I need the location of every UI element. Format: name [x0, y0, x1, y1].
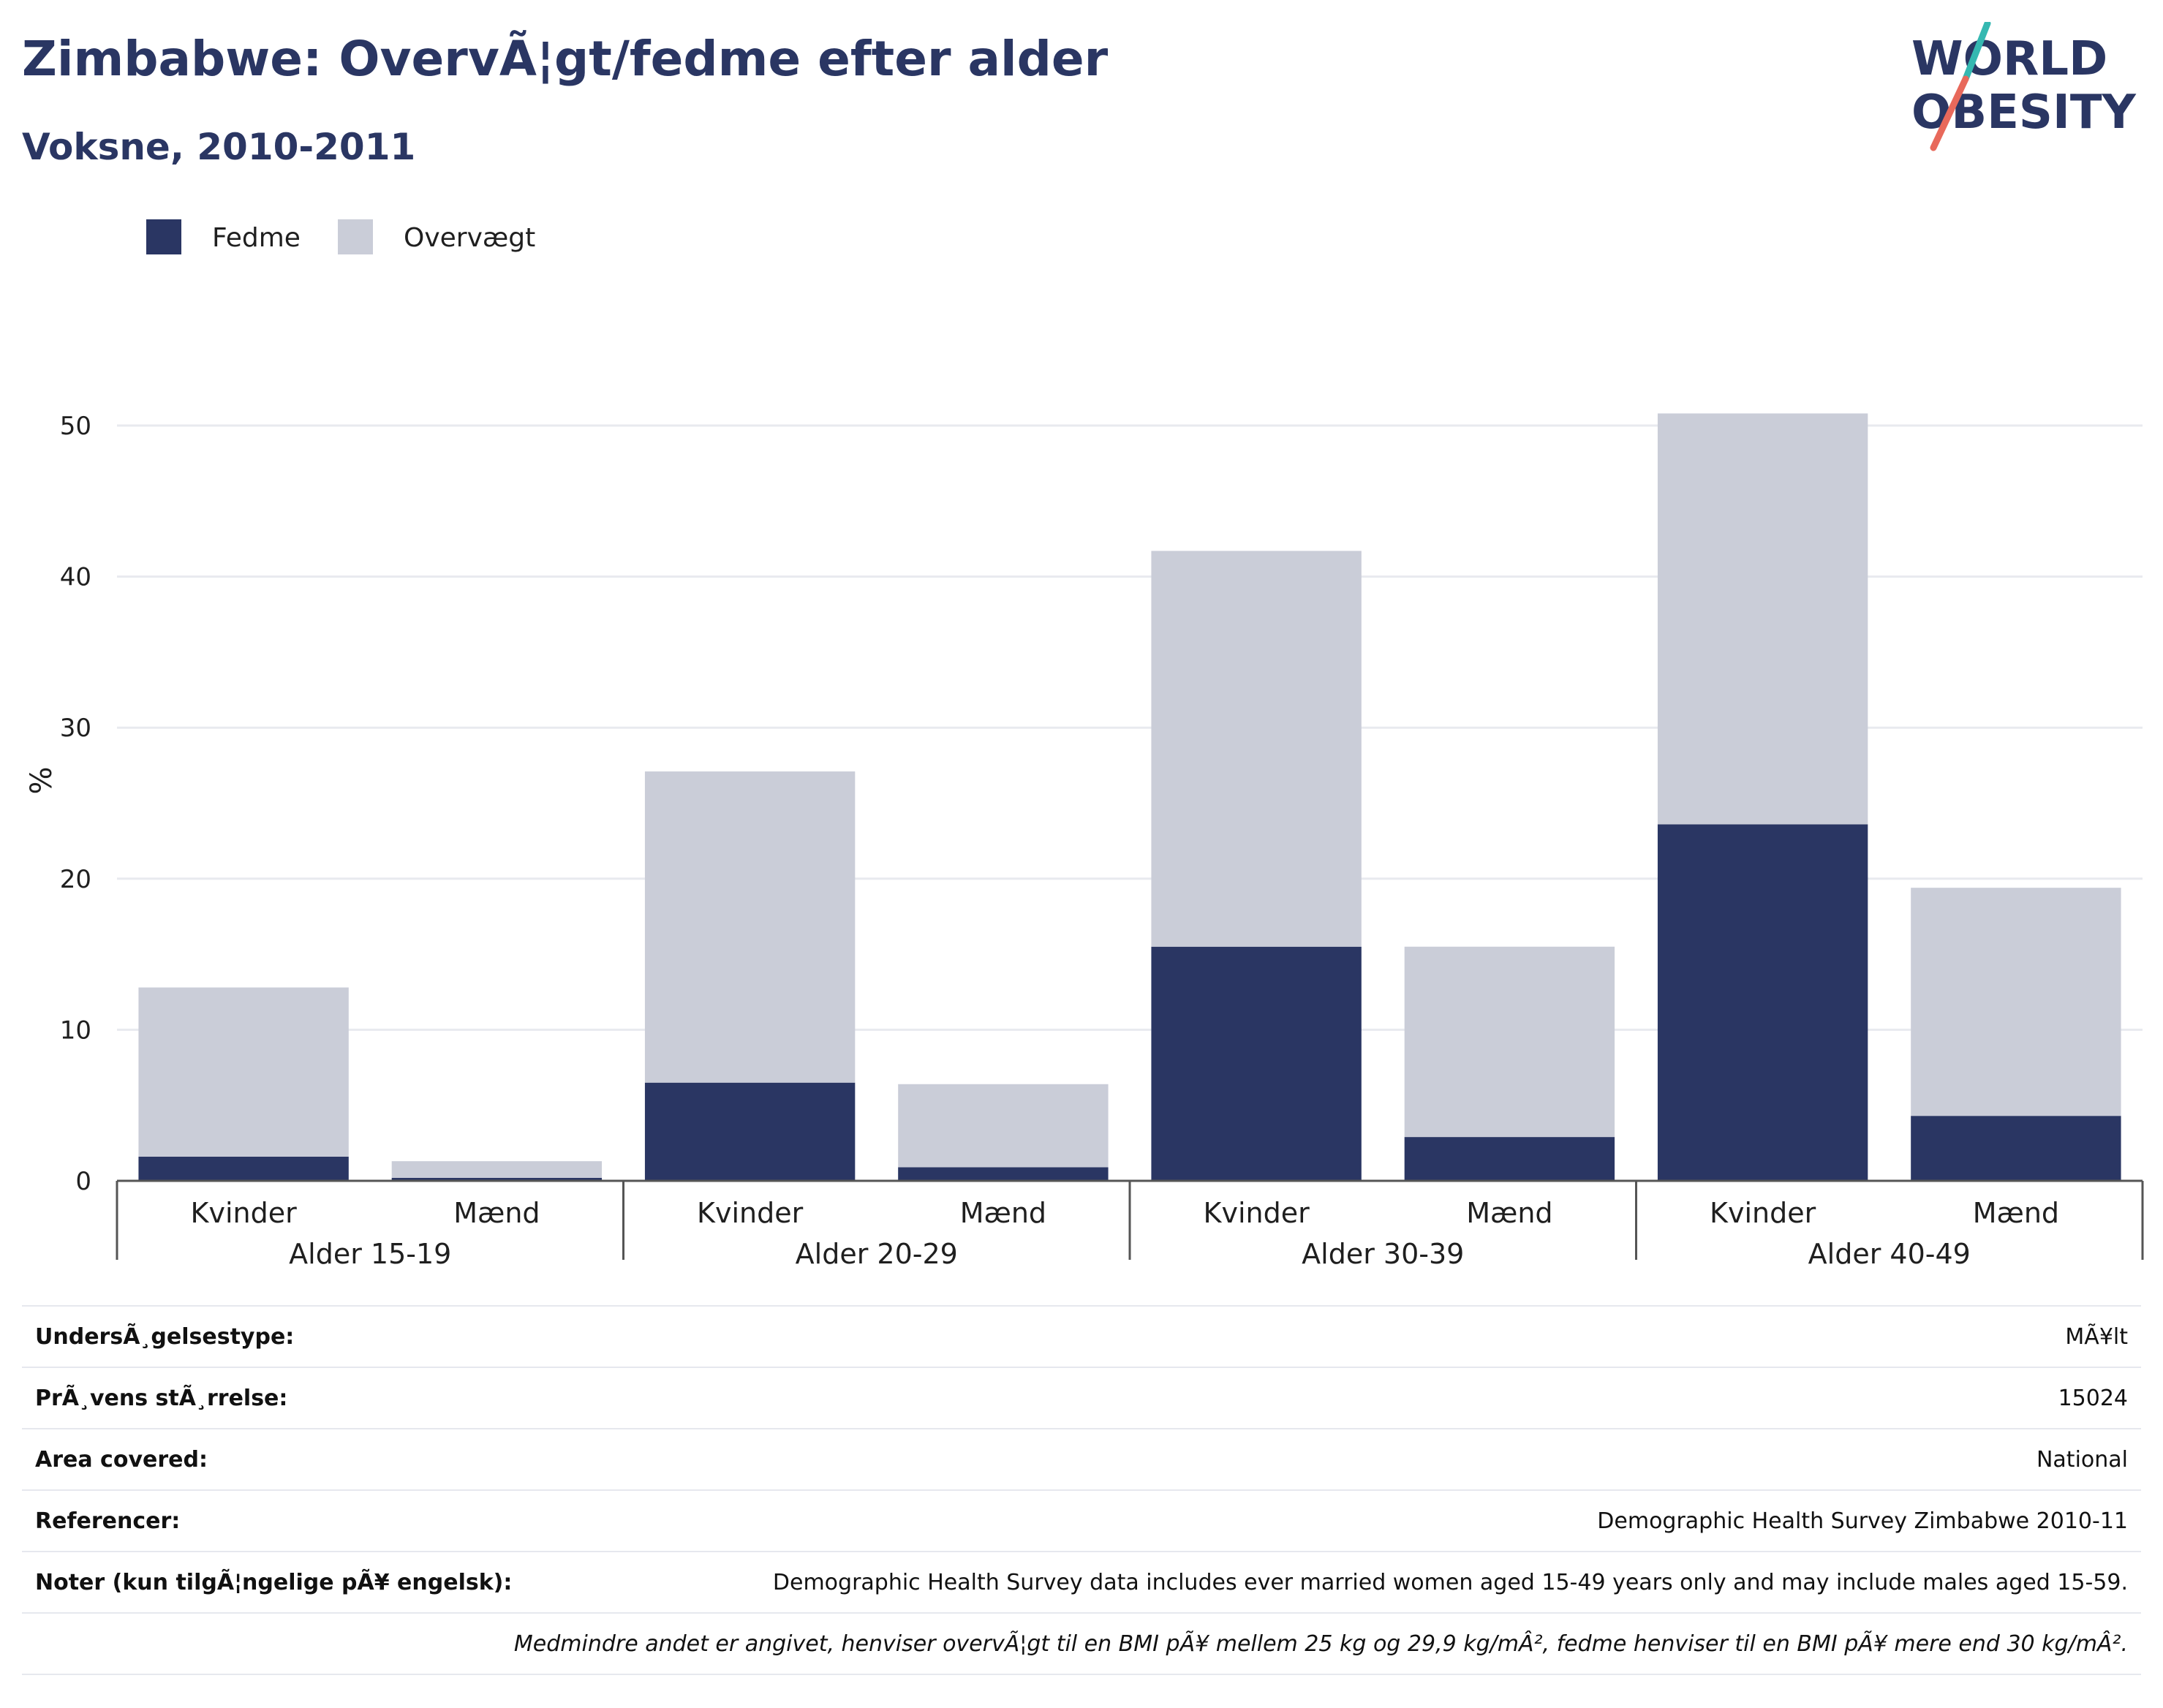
info-row: Area covered: National [22, 1428, 2141, 1489]
logo-slash-coral [1930, 75, 1969, 151]
world-obesity-logo: WORLD OBESITY [1911, 22, 2136, 151]
bar-overvaegt [898, 1084, 1109, 1168]
info-row-label: Noter (kun tilgÃ¦ngelige pÃ¥ engelsk): [35, 1569, 513, 1595]
x-category-label: Mænd [1466, 1197, 1552, 1229]
y-tick-label: 50 [60, 412, 91, 441]
info-row: UndersÃ¸gelsestype: MÃ¥lt [22, 1305, 2141, 1367]
x-group-label: Alder 20-29 [796, 1238, 958, 1270]
x-category-label: Kvinder [1710, 1197, 1816, 1229]
info-row-label: Referencer: [35, 1508, 181, 1534]
info-row: Noter (kun tilgÃ¦ngelige pÃ¥ engelsk): De… [22, 1551, 2141, 1612]
footnote-row: Medmindre andet er angivet, henviser ove… [22, 1612, 2141, 1675]
y-tick-label: 40 [60, 563, 91, 592]
info-row-label: PrÃ¸vens stÃ¸rrelse: [35, 1385, 288, 1411]
legend-label-overvaegt: Overvægt [404, 223, 535, 253]
x-category-label: Mænd [1973, 1197, 2059, 1229]
bar-overvaegt [1657, 413, 1868, 825]
survey-info-table: UndersÃ¸gelsestype: MÃ¥lt PrÃ¸vens stÃ¸rre… [22, 1305, 2141, 1675]
y-tick-label: 30 [60, 714, 91, 743]
info-row-value: Demographic Health Survey data includes … [772, 1569, 2128, 1595]
bar-overvaegt [391, 1161, 603, 1178]
info-row-value: MÃ¥lt [2065, 1323, 2128, 1350]
info-row-value: 15024 [2058, 1385, 2128, 1411]
bar-chart: 0 10 20 30 40 50% Kvinder Mænd Kvinder Mænd Kvinde… [25, 219, 2144, 1270]
x-group-label: Alder 15-19 [289, 1238, 451, 1270]
bar-overvaegt [1404, 946, 1615, 1138]
info-row-label: Area covered: [35, 1446, 208, 1473]
x-category-label: Kvinder [191, 1197, 298, 1229]
legend-swatch-fedme [146, 219, 181, 254]
info-row-value: National [2036, 1446, 2128, 1473]
legend-swatch-overvaegt [338, 219, 373, 254]
info-row: Referencer: Demographic Health Survey Zim… [22, 1489, 2141, 1551]
y-axis-label: % [25, 766, 58, 794]
bar-overvaegt [138, 987, 349, 1157]
x-group-label: Alder 40-49 [1808, 1238, 1971, 1270]
bar-overvaegt [1911, 888, 2121, 1116]
x-category-label: Kvinder [1204, 1197, 1310, 1229]
bar-fedme [898, 1167, 1109, 1181]
bar-fedme [391, 1177, 603, 1181]
bar-fedme [1657, 824, 1868, 1181]
bar-overvaegt [644, 771, 856, 1083]
y-tick-label: 20 [60, 865, 91, 894]
x-group-label: Alder 30-39 [1302, 1238, 1464, 1270]
info-row: PrÃ¸vens stÃ¸rrelse: 15024 [22, 1367, 2141, 1428]
bar-fedme [138, 1156, 349, 1181]
bar-fedme [1404, 1137, 1615, 1181]
info-row-value: Demographic Health Survey Zimbabwe 2010-… [1597, 1508, 2128, 1534]
bar-overvaegt [1151, 551, 1362, 947]
chart-title: Zimbabwe: OvervÃ¦gt/fedme efter alder [22, 31, 1109, 87]
x-category-label: Mænd [453, 1197, 540, 1229]
logo-line1: WORLD [1911, 32, 2107, 86]
footnote: Medmindre andet er angivet, henviser ove… [513, 1630, 2128, 1657]
chart-subtitle: Voksne, 2010-2011 [22, 126, 416, 168]
bar-fedme [1911, 1116, 2121, 1181]
bar-fedme [1151, 946, 1362, 1181]
x-category-label: Mænd [960, 1197, 1046, 1229]
y-tick-label: 10 [60, 1016, 91, 1045]
info-row-label: UndersÃ¸gelsestype: [35, 1323, 295, 1350]
legend-label-fedme: Fedme [212, 223, 301, 253]
logo-slash-teal [1962, 22, 1991, 83]
y-tick-label: 0 [75, 1167, 91, 1196]
x-category-label: Kvinder [697, 1197, 804, 1229]
bar-fedme [644, 1082, 856, 1181]
